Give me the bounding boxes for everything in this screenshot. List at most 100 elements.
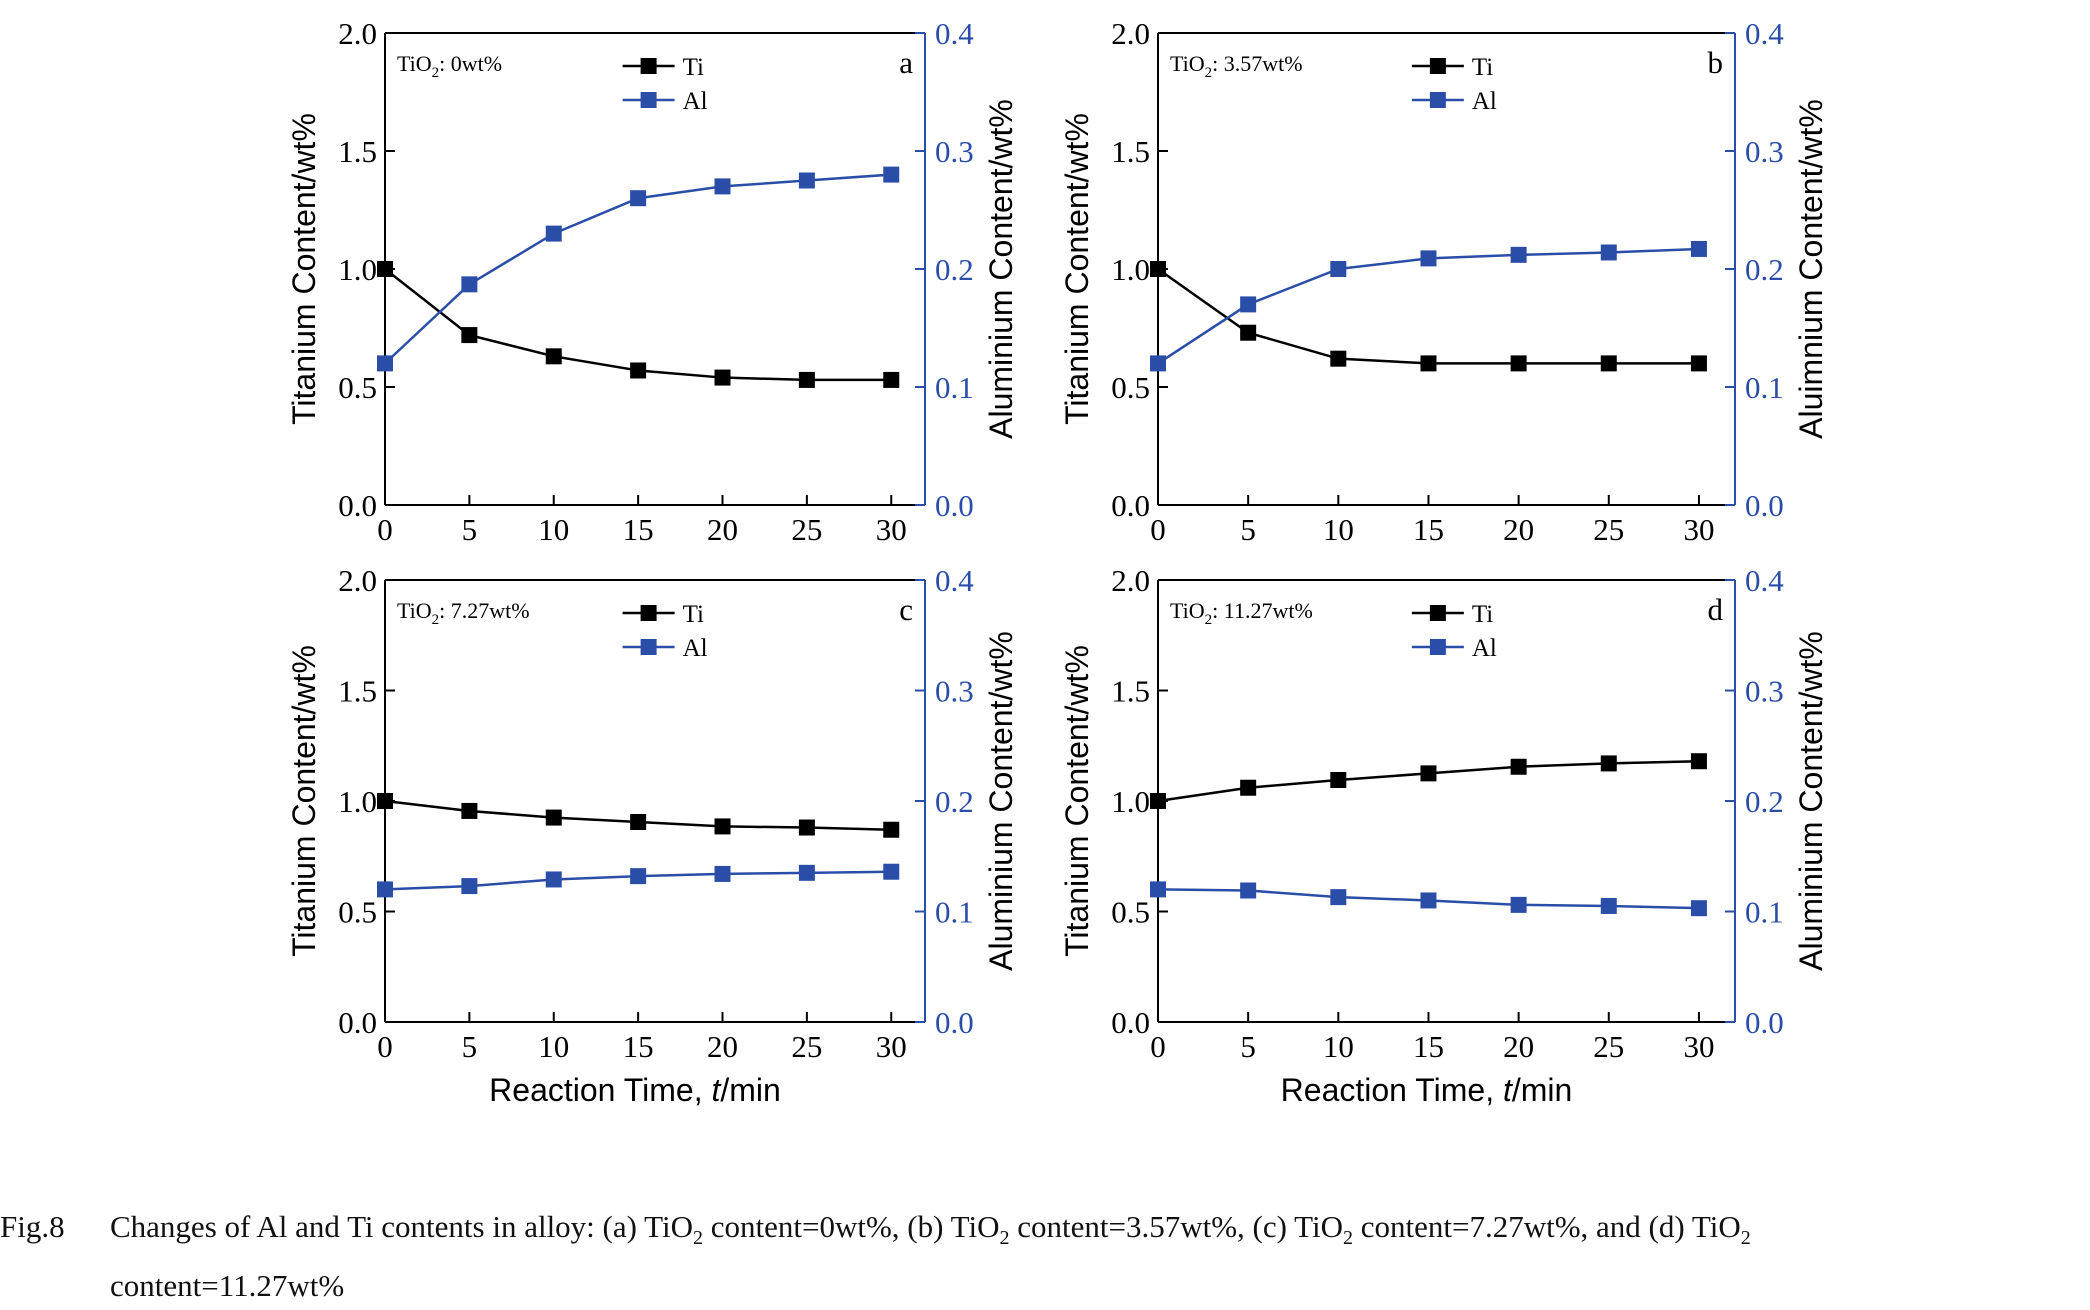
x-tick-label: 10: [1323, 512, 1354, 547]
data-point-ti: [377, 261, 393, 277]
data-point-ti: [1420, 355, 1437, 372]
data-point-ti: [798, 819, 815, 836]
caption-line-1: Fig.8 Changes of Al and Ti contents in al…: [0, 1203, 2090, 1262]
y2-tick-label: 0.2: [935, 784, 974, 819]
legend-marker-ti: [1429, 605, 1446, 621]
legend-label-al: Al: [683, 88, 708, 115]
data-point-al: [1150, 355, 1166, 372]
x-tick-label: 10: [538, 1029, 569, 1064]
data-point-ti: [714, 369, 731, 386]
data-point-ti: [883, 371, 900, 388]
legend-marker-ti: [640, 58, 657, 74]
data-point-al: [1600, 244, 1617, 261]
caption-sub-b: 2: [999, 1227, 1010, 1250]
caption-label: Fig.8: [0, 1209, 65, 1244]
annotation-rest: : 7.27wt%: [439, 598, 529, 623]
annotation-main: TiO: [397, 598, 432, 623]
annotation-sub: 2: [432, 65, 440, 81]
composition-annotation: TiO2: 11.27wt%: [1170, 598, 1313, 628]
y-tick-label: 0.0: [338, 488, 377, 523]
y-tick-label: 1.5: [338, 674, 377, 709]
y-tick-label: 0.0: [1111, 1005, 1150, 1040]
legend-marker-al: [640, 92, 657, 108]
data-point-al: [1330, 889, 1347, 906]
annotation-rest: : 11.27wt%: [1212, 598, 1313, 623]
x-axis-title-text: Reaction Time,: [1281, 1072, 1503, 1108]
y-axis-title: Titanium Content/wt%: [1059, 113, 1095, 425]
data-point-ti: [714, 818, 731, 835]
annotation-sub: 2: [1205, 612, 1213, 628]
panel-letter: b: [1708, 45, 1724, 80]
data-point-al: [1690, 240, 1707, 257]
x-axis-title-var: t: [1503, 1072, 1513, 1108]
y-tick-label: 2.0: [338, 16, 377, 51]
data-point-ti: [630, 362, 647, 379]
x-tick-label: 20: [707, 1029, 738, 1064]
figure-caption: Fig.8 Changes of Al and Ti contents in al…: [0, 1203, 2090, 1310]
legend-label-al: Al: [683, 635, 708, 662]
data-point-al: [377, 355, 393, 372]
y2-tick-label: 0.0: [1745, 1005, 1784, 1040]
annotation-main: TiO: [397, 51, 432, 76]
data-point-al: [1150, 881, 1166, 898]
x-tick-label: 0: [1150, 1029, 1166, 1064]
data-point-al: [1510, 896, 1527, 913]
chart-panel-d: 0 5 10 15 20 25 30 0.0 0.5 1.0 1.5 2.0 0.0 0.1 0.2 0.3 0…: [1059, 563, 1829, 1108]
x-tick-label: 5: [462, 512, 478, 547]
data-point-ti: [630, 813, 647, 830]
composition-annotation: TiO2: 3.57wt%: [1170, 51, 1303, 81]
legend-label-ti: Ti: [683, 601, 704, 628]
composition-annotation: TiO2: 7.27wt%: [397, 598, 530, 628]
y2-tick-label: 0.1: [935, 370, 974, 405]
data-point-al: [545, 225, 562, 242]
legend-label-ti: Ti: [683, 54, 704, 81]
y2-tick-label: 0.0: [935, 1005, 974, 1040]
x-tick-label: 10: [1323, 1029, 1354, 1064]
y2-tick-label: 0.3: [935, 134, 974, 169]
x-tick-label: 5: [462, 1029, 478, 1064]
y2-tick-label: 0.4: [1745, 16, 1784, 51]
annotation-main: TiO: [1170, 598, 1205, 623]
data-point-al: [377, 881, 393, 898]
x-tick-label: 25: [1593, 512, 1624, 547]
y-tick-label: 1.0: [1111, 784, 1150, 819]
data-point-ti: [1150, 793, 1166, 809]
x-tick-label: 30: [876, 1029, 907, 1064]
x-tick-label: 30: [1683, 1029, 1714, 1064]
y2-tick-label: 0.3: [1745, 674, 1784, 709]
annotation-sub: 2: [1205, 65, 1213, 81]
x-tick-label: 15: [1413, 1029, 1444, 1064]
x-axis-title-text: Reaction Time,: [489, 1072, 711, 1108]
data-point-ti: [461, 327, 478, 344]
data-point-ti: [1240, 324, 1257, 341]
x-axis-title-var: t: [711, 1072, 721, 1108]
data-point-ti: [461, 802, 478, 819]
data-point-al: [798, 864, 815, 881]
data-point-ti: [377, 793, 393, 809]
y2-tick-label: 0.2: [1745, 784, 1784, 819]
caption-text-1b: content=0wt%, (b) TiO: [703, 1209, 1000, 1244]
y-axis-title: Titanium Content/wt%: [286, 645, 322, 957]
x-axis-title-unit: /min: [1512, 1072, 1572, 1108]
data-point-al: [1690, 900, 1707, 917]
legend-marker-al: [640, 639, 657, 655]
data-point-ti: [1240, 779, 1257, 796]
caption-sub-c: 2: [1342, 1227, 1353, 1250]
annotation-main: TiO: [1170, 51, 1205, 76]
y2-tick-label: 0.3: [1745, 134, 1784, 169]
legend-label-al: Al: [1472, 88, 1497, 115]
legend-marker-al: [1429, 92, 1446, 108]
data-point-al: [1240, 296, 1257, 313]
x-tick-label: 15: [623, 512, 654, 547]
caption-text-1d: content=7.27wt%, and (d) TiO: [1352, 1209, 1741, 1244]
y2-tick-label: 0.4: [935, 563, 974, 598]
data-point-al: [1600, 897, 1617, 914]
data-point-al: [630, 868, 647, 885]
data-point-al: [883, 166, 900, 183]
x-tick-label: 5: [1240, 1029, 1256, 1064]
y-tick-label: 0.5: [338, 895, 377, 930]
composition-annotation: TiO2: 0wt%: [397, 51, 502, 81]
panel-letter: a: [899, 45, 913, 80]
data-point-ti: [1690, 753, 1707, 770]
caption-line-2: content=11.27wt%: [110, 1268, 345, 1304]
